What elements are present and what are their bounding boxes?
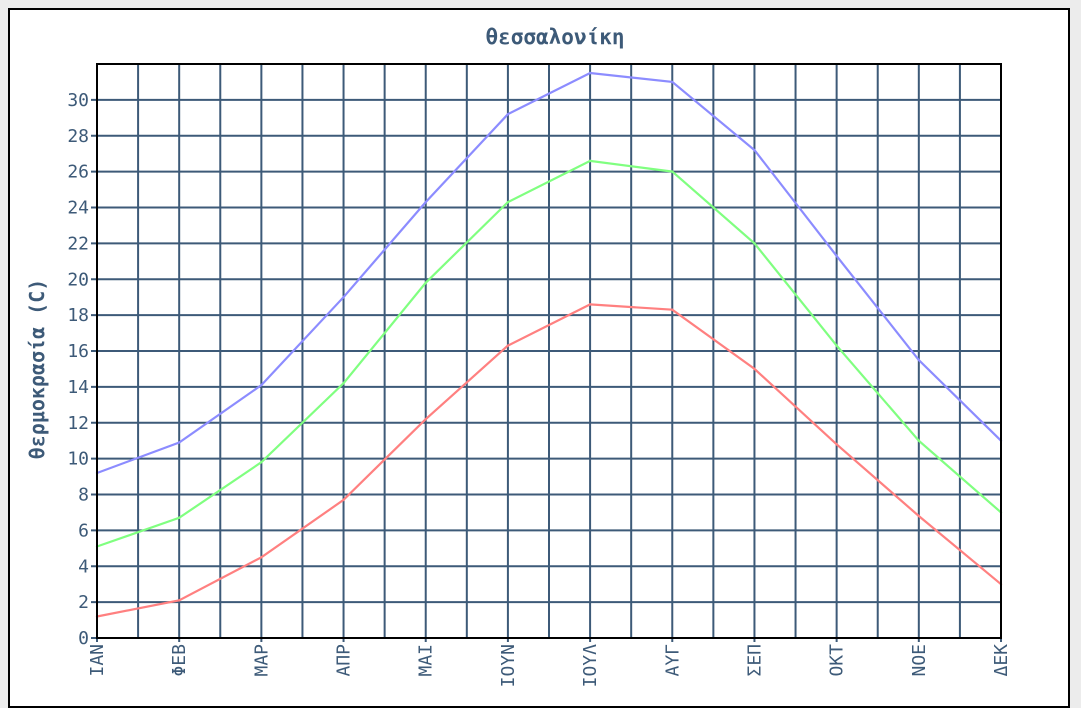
x-tick-label: ΙΟΥΛ	[580, 644, 601, 688]
data-point	[917, 358, 921, 362]
y-tick-label: 10	[67, 449, 89, 470]
data-point	[342, 498, 345, 502]
x-tick-label: ΣΕΠ	[744, 644, 765, 677]
data-point	[424, 417, 427, 421]
x-tick-label: ΝΟΕ	[909, 644, 930, 677]
data-point	[177, 599, 181, 602]
data-point	[506, 113, 510, 116]
x-tick-label: ΟΚΤ	[827, 644, 848, 677]
data-point	[424, 200, 427, 204]
data-point	[835, 344, 838, 347]
data-point	[177, 516, 181, 520]
data-point	[506, 344, 510, 347]
data-point	[671, 80, 674, 84]
data-point	[424, 281, 427, 285]
data-point	[588, 71, 592, 75]
y-tick-label: 6	[78, 520, 89, 541]
data-point	[260, 461, 263, 464]
data-point	[506, 200, 510, 204]
data-point	[671, 308, 674, 311]
data-point	[342, 382, 345, 385]
y-tick-label: 24	[67, 198, 89, 219]
x-tick-label: ΦΕΒ	[169, 644, 190, 677]
y-axis-label: θερμοκρασία (C)	[25, 279, 49, 460]
y-tick-label: 26	[67, 162, 89, 183]
y-tick-label: 2	[78, 592, 89, 613]
data-series	[95, 71, 1003, 618]
y-tick-label: 0	[78, 628, 89, 649]
data-point	[835, 254, 838, 258]
data-point	[835, 443, 838, 446]
chart-title: θεσσαλονίκη	[485, 25, 624, 49]
y-tick-label: 14	[67, 377, 89, 398]
y-tick-label: 28	[67, 126, 89, 147]
x-tick-label: ΜΑΡ	[251, 644, 272, 677]
data-point	[260, 556, 263, 559]
x-tick-label: ΑΠΡ	[334, 644, 355, 677]
series-line-max	[96, 71, 1002, 475]
data-point	[342, 295, 345, 299]
plot-border	[96, 63, 1002, 639]
y-tick-label: 18	[67, 305, 89, 326]
x-tick-label: ΔΕΚ	[991, 644, 1012, 677]
y-tick-label: 4	[78, 556, 89, 577]
data-point	[260, 383, 263, 387]
y-tick-label: 30	[67, 90, 89, 111]
x-tick-label: ΙΟΥΝ	[498, 644, 519, 687]
series-line-min	[96, 303, 1002, 618]
series-line-mean	[96, 159, 1002, 548]
chart-frame	[8, 8, 1070, 708]
y-tick-label: 22	[67, 233, 89, 254]
data-point	[671, 170, 674, 173]
x-tick-label: ΜΑΙ	[416, 644, 437, 677]
data-point	[177, 441, 181, 444]
data-point	[917, 514, 921, 518]
x-tick-label: ΙΑΝ	[87, 644, 108, 677]
y-tick-label: 8	[78, 485, 89, 506]
data-point	[753, 242, 756, 245]
grid-lines	[96, 63, 1002, 639]
data-point	[753, 148, 756, 152]
data-point	[588, 159, 592, 163]
y-tick-label: 16	[67, 341, 89, 362]
x-axis-ticks: ΙΑΝ ΦΕΒ ΜΑΡ ΑΠΡ ΜΑΙ ΙΟΥΝ ΙΟΥΛ ΑΥΓ ΣΕΠ ΟΚΤ ΝΟΕ ΔΕΚ	[87, 638, 1012, 687]
data-point	[917, 439, 921, 442]
y-tick-label: 12	[67, 413, 89, 434]
data-point	[753, 367, 756, 371]
data-point	[588, 303, 592, 306]
x-tick-label: ΑΥΓ	[662, 644, 683, 677]
y-tick-label: 20	[67, 269, 89, 290]
